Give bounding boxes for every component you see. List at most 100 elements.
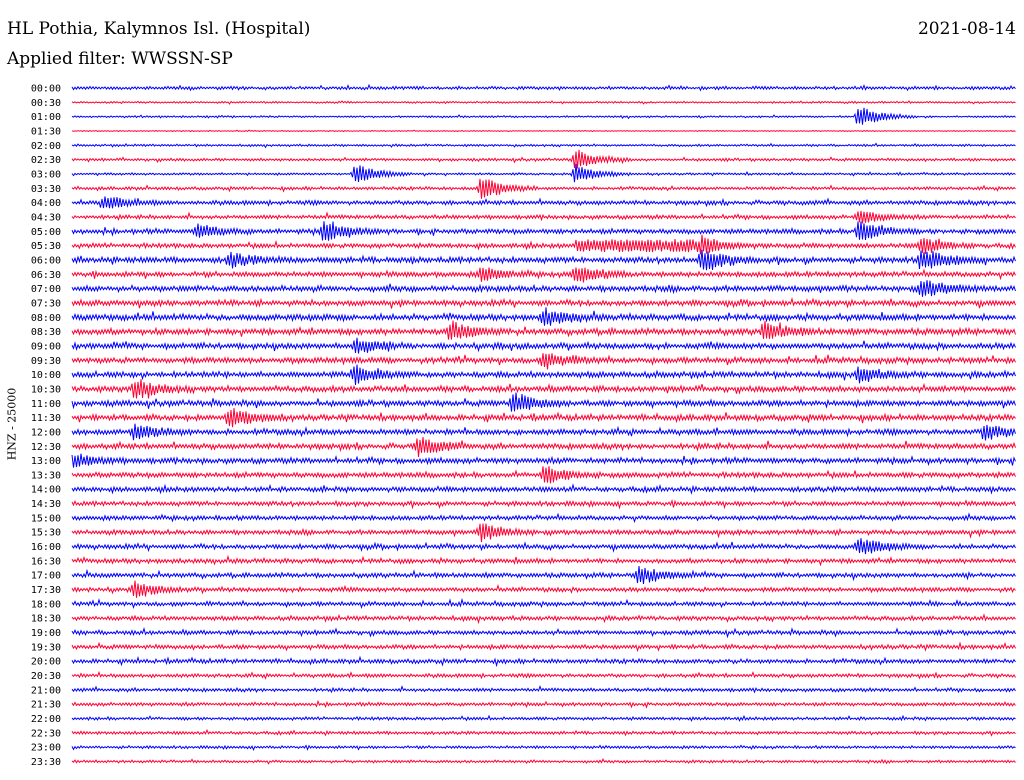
seismic-trace-line: [71, 523, 1016, 543]
trace-time-label: 06:00: [31, 255, 61, 266]
trace-time-label: 20:30: [31, 671, 61, 682]
trace-time-label: 18:00: [31, 599, 61, 610]
trace-time-label: 04:00: [31, 198, 61, 209]
seismic-trace-line: [71, 684, 1016, 694]
seismic-trace-line: [71, 728, 1016, 737]
trace-time-label: 08:30: [31, 327, 61, 338]
seismic-trace-line: [71, 267, 1016, 283]
seismic-trace-line: [71, 655, 1016, 668]
trace-time-label: 10:00: [31, 370, 61, 381]
trace-time-label: 21:00: [31, 685, 61, 696]
seismic-trace-line: [71, 163, 1016, 183]
seismic-trace-line: [71, 379, 1016, 399]
seismic-trace-line: [71, 296, 1016, 309]
seismic-trace-line: [71, 149, 1016, 169]
seismic-trace-line: [71, 83, 1016, 92]
seismic-trace-line: [71, 641, 1016, 653]
seismic-trace-line: [71, 234, 1016, 255]
trace-time-label: 16:00: [31, 542, 61, 553]
seismic-trace-line: [71, 337, 1016, 354]
seismic-trace-line: [71, 597, 1016, 610]
seismic-trace-line: [71, 107, 1016, 125]
trace-time-label: 02:30: [31, 155, 61, 166]
trace-time-label: 19:00: [31, 628, 61, 639]
seismic-trace-line: [71, 353, 1016, 370]
trace-time-label: 09:30: [31, 356, 61, 367]
trace-time-label: 18:30: [31, 614, 61, 625]
trace-time-label: 12:30: [31, 442, 61, 453]
seismic-trace-line: [71, 512, 1016, 524]
seismic-trace-line: [71, 392, 1016, 412]
seismic-trace-line: [71, 670, 1016, 680]
seismic-trace-line: [71, 499, 1016, 510]
seismic-trace-line: [71, 744, 1016, 751]
trace-time-label: 00:00: [31, 84, 61, 95]
trace-time-label: 06:30: [31, 270, 61, 281]
seismic-trace-line: [71, 538, 1016, 555]
seismic-trace-line: [71, 758, 1016, 765]
trace-time-label: 00:30: [31, 98, 61, 109]
seismic-trace-line: [71, 580, 1016, 598]
seismic-trace-line: [71, 613, 1016, 625]
trace-time-label: 12:00: [31, 427, 61, 438]
trace-time-label: 17:30: [31, 585, 61, 596]
record-date: 2021-08-14: [917, 19, 1016, 39]
trace-time-label: 11:00: [31, 399, 61, 410]
seismic-trace-line: [71, 566, 1016, 584]
seismic-trace-line: [71, 483, 1016, 495]
trace-time-label: 17:00: [31, 571, 61, 582]
seismic-trace-line: [71, 436, 1016, 457]
trace-time-label: 01:00: [31, 112, 61, 123]
station-title: HL Pothia, Kalymnos Isl. (Hospital): [7, 19, 311, 39]
seismic-trace-line: [71, 554, 1016, 567]
trace-time-label: 03:30: [31, 184, 61, 195]
trace-time-label: 15:00: [31, 513, 61, 524]
trace-time-label: 15:30: [31, 528, 61, 539]
seismic-trace-line: [71, 407, 1016, 428]
trace-time-label: 08:00: [31, 313, 61, 324]
trace-time-label: 22:00: [31, 714, 61, 725]
seismic-trace-line: [71, 364, 1016, 386]
trace-time-label: 23:00: [31, 743, 61, 754]
trace-time-label: 14:00: [31, 485, 61, 496]
seismic-trace-line: [71, 210, 1016, 224]
trace-time-label: 07:30: [31, 298, 61, 309]
trace-time-label: 21:30: [31, 700, 61, 711]
seismic-trace-line: [71, 221, 1016, 241]
seismic-trace-line: [71, 307, 1016, 326]
trace-time-label: 13:30: [31, 470, 61, 481]
applied-filter-label: Applied filter: WWSSN-SP: [7, 49, 233, 69]
seismic-trace-line: [71, 320, 1016, 340]
seismic-trace-line: [71, 627, 1016, 639]
seismic-trace-line: [71, 100, 1016, 105]
seismic-trace-line: [71, 249, 1016, 271]
trace-time-label: 23:30: [31, 757, 61, 768]
seismic-trace-line: [71, 280, 1016, 297]
seismic-trace-line: [71, 453, 1016, 468]
seismic-trace-line: [71, 714, 1016, 722]
trace-time-label: 04:30: [31, 212, 61, 223]
seismic-trace-line: [71, 178, 1016, 199]
trace-time-label: 19:30: [31, 642, 61, 653]
trace-time-label: 16:30: [31, 556, 61, 567]
trace-time-label: 13:00: [31, 456, 61, 467]
trace-time-label: 20:00: [31, 657, 61, 668]
trace-time-label: 05:00: [31, 227, 61, 238]
trace-time-label: 09:00: [31, 341, 61, 352]
trace-time-label: 01:30: [31, 126, 61, 137]
trace-time-label: 03:00: [31, 169, 61, 180]
trace-time-label: 22:30: [31, 728, 61, 739]
seismic-trace-line: [71, 129, 1016, 133]
trace-time-label: 11:30: [31, 413, 61, 424]
seismic-trace-line: [71, 466, 1016, 484]
seismic-trace-line: [71, 196, 1016, 209]
trace-time-label: 05:30: [31, 241, 61, 252]
trace-time-label: 02:00: [31, 141, 61, 152]
trace-time-label: 10:30: [31, 384, 61, 395]
trace-time-label: 14:30: [31, 499, 61, 510]
seismic-trace-line: [71, 142, 1016, 149]
trace-time-label: 07:00: [31, 284, 61, 295]
seismic-trace-line: [71, 699, 1016, 709]
seismic-trace-line: [71, 423, 1016, 441]
